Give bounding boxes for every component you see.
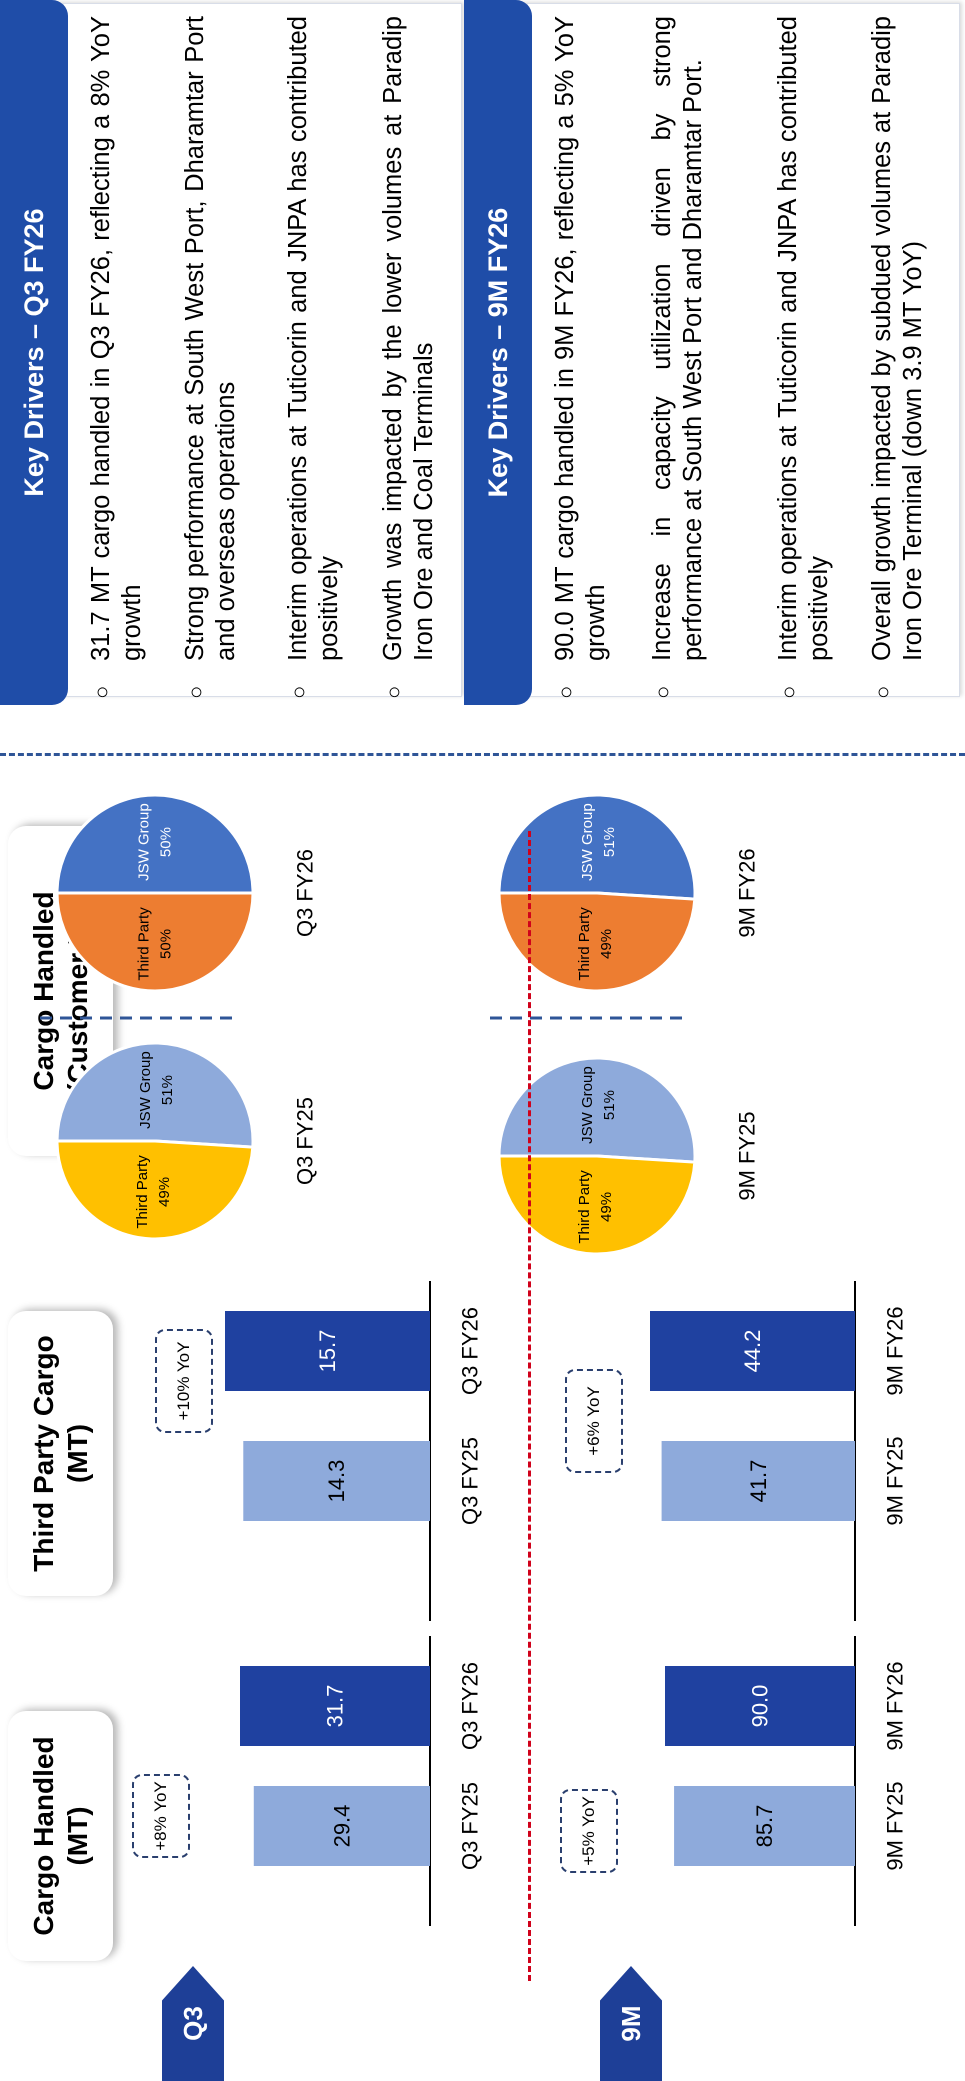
section-divider-red — [528, 831, 531, 1981]
bar-category-label: 9M FY25 — [883, 1436, 908, 1525]
pie-period-label: Q3 FY25 — [293, 1097, 318, 1185]
pie-slice-value: 49% — [598, 929, 615, 959]
bar-category-label: 9M FY25 — [883, 1781, 908, 1870]
pie-slice-jsw-group — [57, 795, 253, 893]
pie-period-label: Q3 FY26 — [293, 849, 318, 937]
pie-slice-value: 49% — [598, 1192, 615, 1222]
pie-slice-value: 49% — [156, 1177, 173, 1207]
pie-slice-name: Third Party — [134, 1155, 151, 1229]
pie-slice-third-party — [57, 893, 253, 991]
pie-slice-name: JSW Group — [579, 1066, 596, 1144]
bar-value-label: 15.7 — [315, 1330, 340, 1373]
pie-slice-value: 51% — [601, 1090, 618, 1120]
pie-slice-third-party — [57, 1141, 253, 1239]
bar-value-label: 85.7 — [752, 1805, 777, 1848]
9m-driver-3: Interim operations at Tuticorin and JNPA… — [773, 16, 835, 661]
bar-value-label: 41.7 — [746, 1460, 771, 1503]
bar-value-label: 31.7 — [323, 1685, 348, 1728]
9m-driver-2: Increase in capacity utilization driven … — [647, 16, 709, 661]
bar-value-label: 44.2 — [740, 1330, 765, 1373]
bar-category-label: 9M FY26 — [883, 1661, 908, 1750]
q3-driver-4: Growth was impacted by the lower volumes… — [378, 16, 440, 661]
pie-slice-name: Third Party — [576, 1170, 593, 1244]
pie-period-label: 9M FY25 — [735, 1111, 760, 1200]
charts-canvas: 29.4 Q3 FY25 31.7 Q3 FY26 14.3 Q3 FY25 15.7 Q3 … — [0, 711, 965, 2081]
key-drivers-9m-title: Key Drivers – 9M FY26 — [464, 0, 532, 705]
pie-slice-name: JSW Group — [579, 803, 596, 881]
pie-slice-jsw-group — [57, 1043, 253, 1147]
pie-period-label: 9M FY26 — [735, 848, 760, 937]
bar-category-label: Q3 FY26 — [458, 1307, 483, 1395]
pie-slice-value: 50% — [158, 827, 175, 857]
pie-slice-name: Third Party — [136, 907, 153, 981]
q3-driver-3: Interim operations at Tuticorin and JNPA… — [283, 16, 345, 661]
q3-driver-1: 31.7 MT cargo handled in Q3 FY26, reflec… — [86, 16, 148, 661]
pie-slice-name: JSW Group — [136, 803, 153, 881]
pie-slice-name: Third Party — [576, 907, 593, 981]
pie-slice-name: JSW Group — [137, 1051, 154, 1129]
bar-category-label: 9M FY26 — [883, 1306, 908, 1395]
q3-driver-2: Strong performance at South West Port, D… — [180, 16, 242, 661]
bar-category-label: Q3 FY26 — [458, 1662, 483, 1750]
key-drivers-q3-title: Key Drivers – Q3 FY26 — [0, 0, 68, 705]
pie-slice-value: 51% — [159, 1075, 176, 1105]
pie-slice-value: 51% — [601, 827, 618, 857]
bar-value-label: 90.0 — [748, 1685, 773, 1728]
pie-slice-value: 50% — [158, 929, 175, 959]
bar-value-label: 14.3 — [324, 1460, 349, 1503]
bar-category-label: Q3 FY25 — [458, 1437, 483, 1525]
bar-category-label: Q3 FY25 — [458, 1782, 483, 1870]
panel-divider-blue — [0, 753, 965, 756]
9m-driver-1: 90.0 MT cargo handled in 9M FY26, reflec… — [550, 16, 612, 661]
9m-driver-4: Overall growth impacted by subdued volum… — [867, 16, 929, 661]
bar-value-label: 29.4 — [329, 1805, 354, 1848]
